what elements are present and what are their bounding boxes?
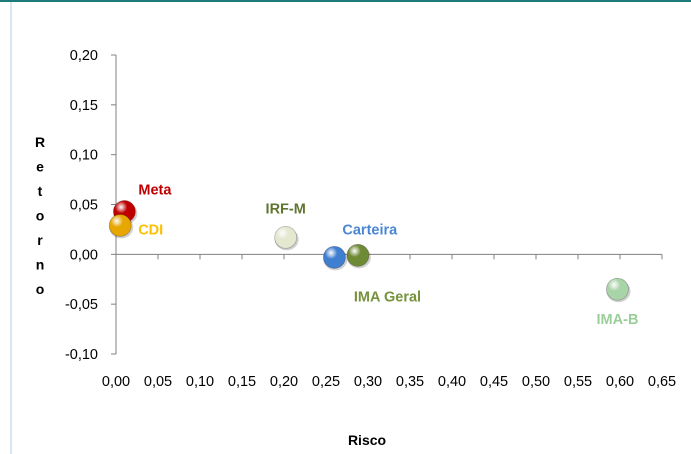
x-tick-label: 0,55 (564, 374, 592, 390)
point-label-ima-geral: IMA Geral (354, 289, 421, 305)
x-tick-label: 0,10 (186, 374, 214, 390)
data-point-cdi (108, 214, 132, 237)
y-axis-title-letter: R (35, 134, 45, 150)
x-tick-label: 0,00 (102, 374, 130, 390)
y-axis-title-letter: e (36, 159, 44, 175)
x-tick-label: 0,45 (480, 374, 508, 390)
x-tick-label: 0,20 (270, 374, 298, 390)
y-tick-label: -0,05 (65, 297, 98, 313)
y-tick-label: 0,15 (70, 98, 98, 114)
y-axis-title-letter: r (37, 232, 43, 248)
x-tick-label: 0,50 (522, 374, 550, 390)
data-points (108, 200, 631, 303)
x-tick-label: 0,35 (396, 374, 424, 390)
x-tick-label: 0,65 (648, 374, 676, 390)
y-axis-title-letter: t (38, 183, 43, 199)
y-axis-title-letter: o (36, 208, 45, 224)
tick-labels: 0,200,150,100,050,00-0,05-0,100,00 0,05 0,… (65, 48, 676, 390)
axes (111, 54, 663, 355)
x-axis-title: Risco (348, 432, 386, 448)
data-point-carteira (322, 245, 346, 269)
x-tick-label: 0,40 (438, 374, 466, 390)
y-tick-label: 0,10 (70, 148, 98, 164)
data-point-irf-m (274, 225, 298, 249)
x-tick-label: 0,30 (354, 374, 382, 390)
y-axis-title-letter: o (36, 281, 45, 297)
y-tick-label: 0,00 (70, 247, 98, 263)
x-tick-label: 0,25 (312, 374, 340, 390)
x-tick-label: 0,05 (144, 374, 172, 390)
data-point-ima-b (606, 277, 629, 301)
point-label-meta: Meta (138, 182, 172, 198)
point-label-carteira: Carteira (342, 222, 398, 238)
x-tick-label: 0,60 (606, 374, 634, 390)
point-label-cdi: CDI (138, 222, 163, 238)
point-labels: Meta CDI IRF-M Carteira IMA Geral IMA-B (138, 182, 638, 328)
point-label-ima-b: IMA-B (597, 312, 639, 328)
point-label-irf-m: IRF-M (266, 201, 306, 217)
x-tick-label: 0,15 (228, 374, 256, 390)
y-tick-label: 0,05 (70, 198, 98, 214)
y-tick-label: 0,20 (70, 48, 98, 64)
y-axis-title-letter: n (36, 257, 45, 273)
data-point-ima-geral (346, 243, 370, 267)
y-tick-label: -0,10 (65, 347, 98, 363)
